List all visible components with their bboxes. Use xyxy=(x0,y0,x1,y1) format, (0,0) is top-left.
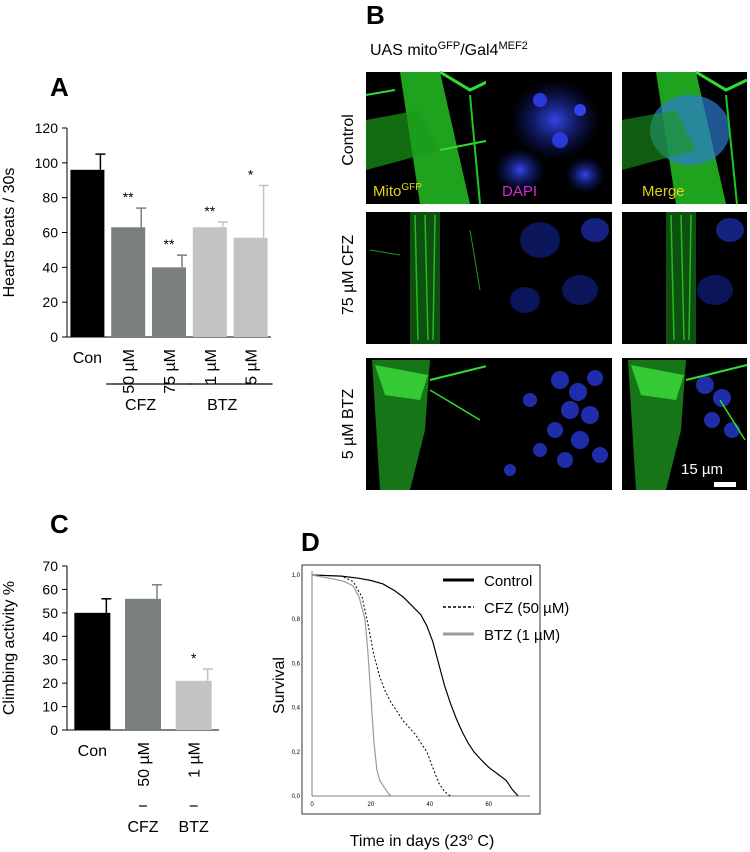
x-axis-label: Time in days (23o C) xyxy=(350,832,495,850)
bar xyxy=(192,227,227,337)
x-tick-label: 20 xyxy=(368,802,375,808)
image-control-mito xyxy=(365,70,492,205)
y-tick-label: 120 xyxy=(35,120,59,136)
y-tick-label: 0,2 xyxy=(292,750,301,756)
x-tick-label: 40 xyxy=(426,802,433,808)
panel-label-d: D xyxy=(301,527,320,557)
y-tick-label: 20 xyxy=(42,294,58,310)
y-tick-label: 60 xyxy=(42,581,58,597)
chart-c-climbing: 0 10 20 30 40 50 60 70 Climbing activity % Con 50 … xyxy=(1,558,219,836)
y-tick-label: 40 xyxy=(42,628,58,644)
y-tick-label: 1,0 xyxy=(292,573,301,579)
group-label: CFZ xyxy=(125,397,156,414)
y-axis-label: Hearts beats / 30s xyxy=(1,168,18,298)
y-tick-label: 100 xyxy=(35,155,59,171)
microscopy-panel: UAS mitoGFP/Gal4MEF2 Control 75 µM CFZ 5… xyxy=(340,40,748,490)
row-label-btz: 5 µM BTZ xyxy=(340,389,357,460)
bar xyxy=(111,227,146,337)
legend-entry: BTZ (1 µM) xyxy=(484,627,560,644)
y-tick-label: 80 xyxy=(42,190,58,206)
y-tick-label: 0,4 xyxy=(292,706,301,712)
significance-mark: * xyxy=(191,650,197,666)
x-tick-label: 60 xyxy=(485,802,492,808)
group-label: CFZ xyxy=(127,819,158,836)
row-label-control: Control xyxy=(340,114,357,166)
series-line xyxy=(311,574,451,797)
significance-mark: ** xyxy=(123,189,134,205)
plot-frame xyxy=(301,564,541,815)
row-label-cfz: 75 µM CFZ xyxy=(340,235,357,316)
y-tick-label: 30 xyxy=(42,652,58,668)
image-btz-dapi xyxy=(486,358,612,490)
x-tick-label: Con xyxy=(73,350,102,367)
channel-label-merge: Merge xyxy=(642,183,685,200)
y-tick-label: 0,6 xyxy=(292,661,301,667)
image-control-dapi xyxy=(486,72,612,204)
y-axis-label: Climbing activity % xyxy=(1,581,18,715)
significance-mark: ** xyxy=(204,203,215,219)
x-tick-label: 1 µM xyxy=(203,349,220,385)
y-tick-label: 0,0 xyxy=(292,794,301,800)
significance-mark: * xyxy=(248,166,254,182)
bar xyxy=(233,237,268,337)
x-tick-label: 5 µM xyxy=(244,349,261,385)
bar xyxy=(152,267,186,337)
image-btz-merge xyxy=(622,358,748,490)
chart-d-survival: 0,0 0,2 0,4 0,6 0,8 1,0 0 20 40 60 Survival Time in… xyxy=(271,564,569,850)
legend-entry: Control xyxy=(484,573,532,590)
significance-mark: ** xyxy=(164,236,175,252)
chart-a-heart-rate: 0 20 40 60 80 100 120 Hearts beats / 30s Con ** 50… xyxy=(1,120,273,414)
y-tick-label: 50 xyxy=(42,605,58,621)
panel-label-c: C xyxy=(50,509,69,539)
image-cfz-dapi xyxy=(486,212,612,344)
y-tick-label: 0,8 xyxy=(292,617,301,623)
image-btz-mito xyxy=(366,358,492,490)
x-tick-label: 75 µM xyxy=(162,349,179,394)
scale-bar-label: 15 µm xyxy=(681,461,723,478)
y-tick-label: 40 xyxy=(42,259,58,275)
x-tick-label: 50 µM xyxy=(136,742,153,787)
scale-bar xyxy=(714,482,736,487)
y-axis-label: Survival xyxy=(271,657,288,714)
bar xyxy=(125,598,161,730)
legend: Control CFZ (50 µM) BTZ (1 µM) xyxy=(443,573,569,644)
microscopy-title: UAS mitoGFP/Gal4MEF2 xyxy=(370,40,528,59)
panel-label-a: A xyxy=(50,72,69,102)
bar xyxy=(175,680,212,730)
y-tick-label: 0 xyxy=(50,722,58,738)
image-cfz-merge xyxy=(622,212,747,344)
y-tick-label: 60 xyxy=(42,225,58,241)
series-line xyxy=(311,574,392,797)
channel-label-mito: MitoGFP xyxy=(373,182,422,200)
bar xyxy=(70,169,105,337)
y-tick-label: 20 xyxy=(42,675,58,691)
legend-entry: CFZ (50 µM) xyxy=(484,600,569,617)
series-line xyxy=(311,574,519,797)
bar xyxy=(74,612,111,730)
group-label: BTZ xyxy=(179,819,209,836)
x-tick-label: Con xyxy=(78,743,107,760)
panel-label-b: B xyxy=(366,0,385,30)
image-cfz-mito xyxy=(366,212,491,344)
image-control-merge xyxy=(622,70,748,205)
y-tick-label: 10 xyxy=(42,699,58,715)
group-label: BTZ xyxy=(207,397,237,414)
y-tick-label: 0 xyxy=(50,329,58,345)
x-tick-label: 1 µM xyxy=(187,742,204,778)
channel-label-dapi: DAPI xyxy=(502,183,537,200)
x-tick-label: 50 µM xyxy=(121,349,138,394)
x-tick-label: 0 xyxy=(310,802,314,808)
y-tick-label: 70 xyxy=(42,558,58,574)
